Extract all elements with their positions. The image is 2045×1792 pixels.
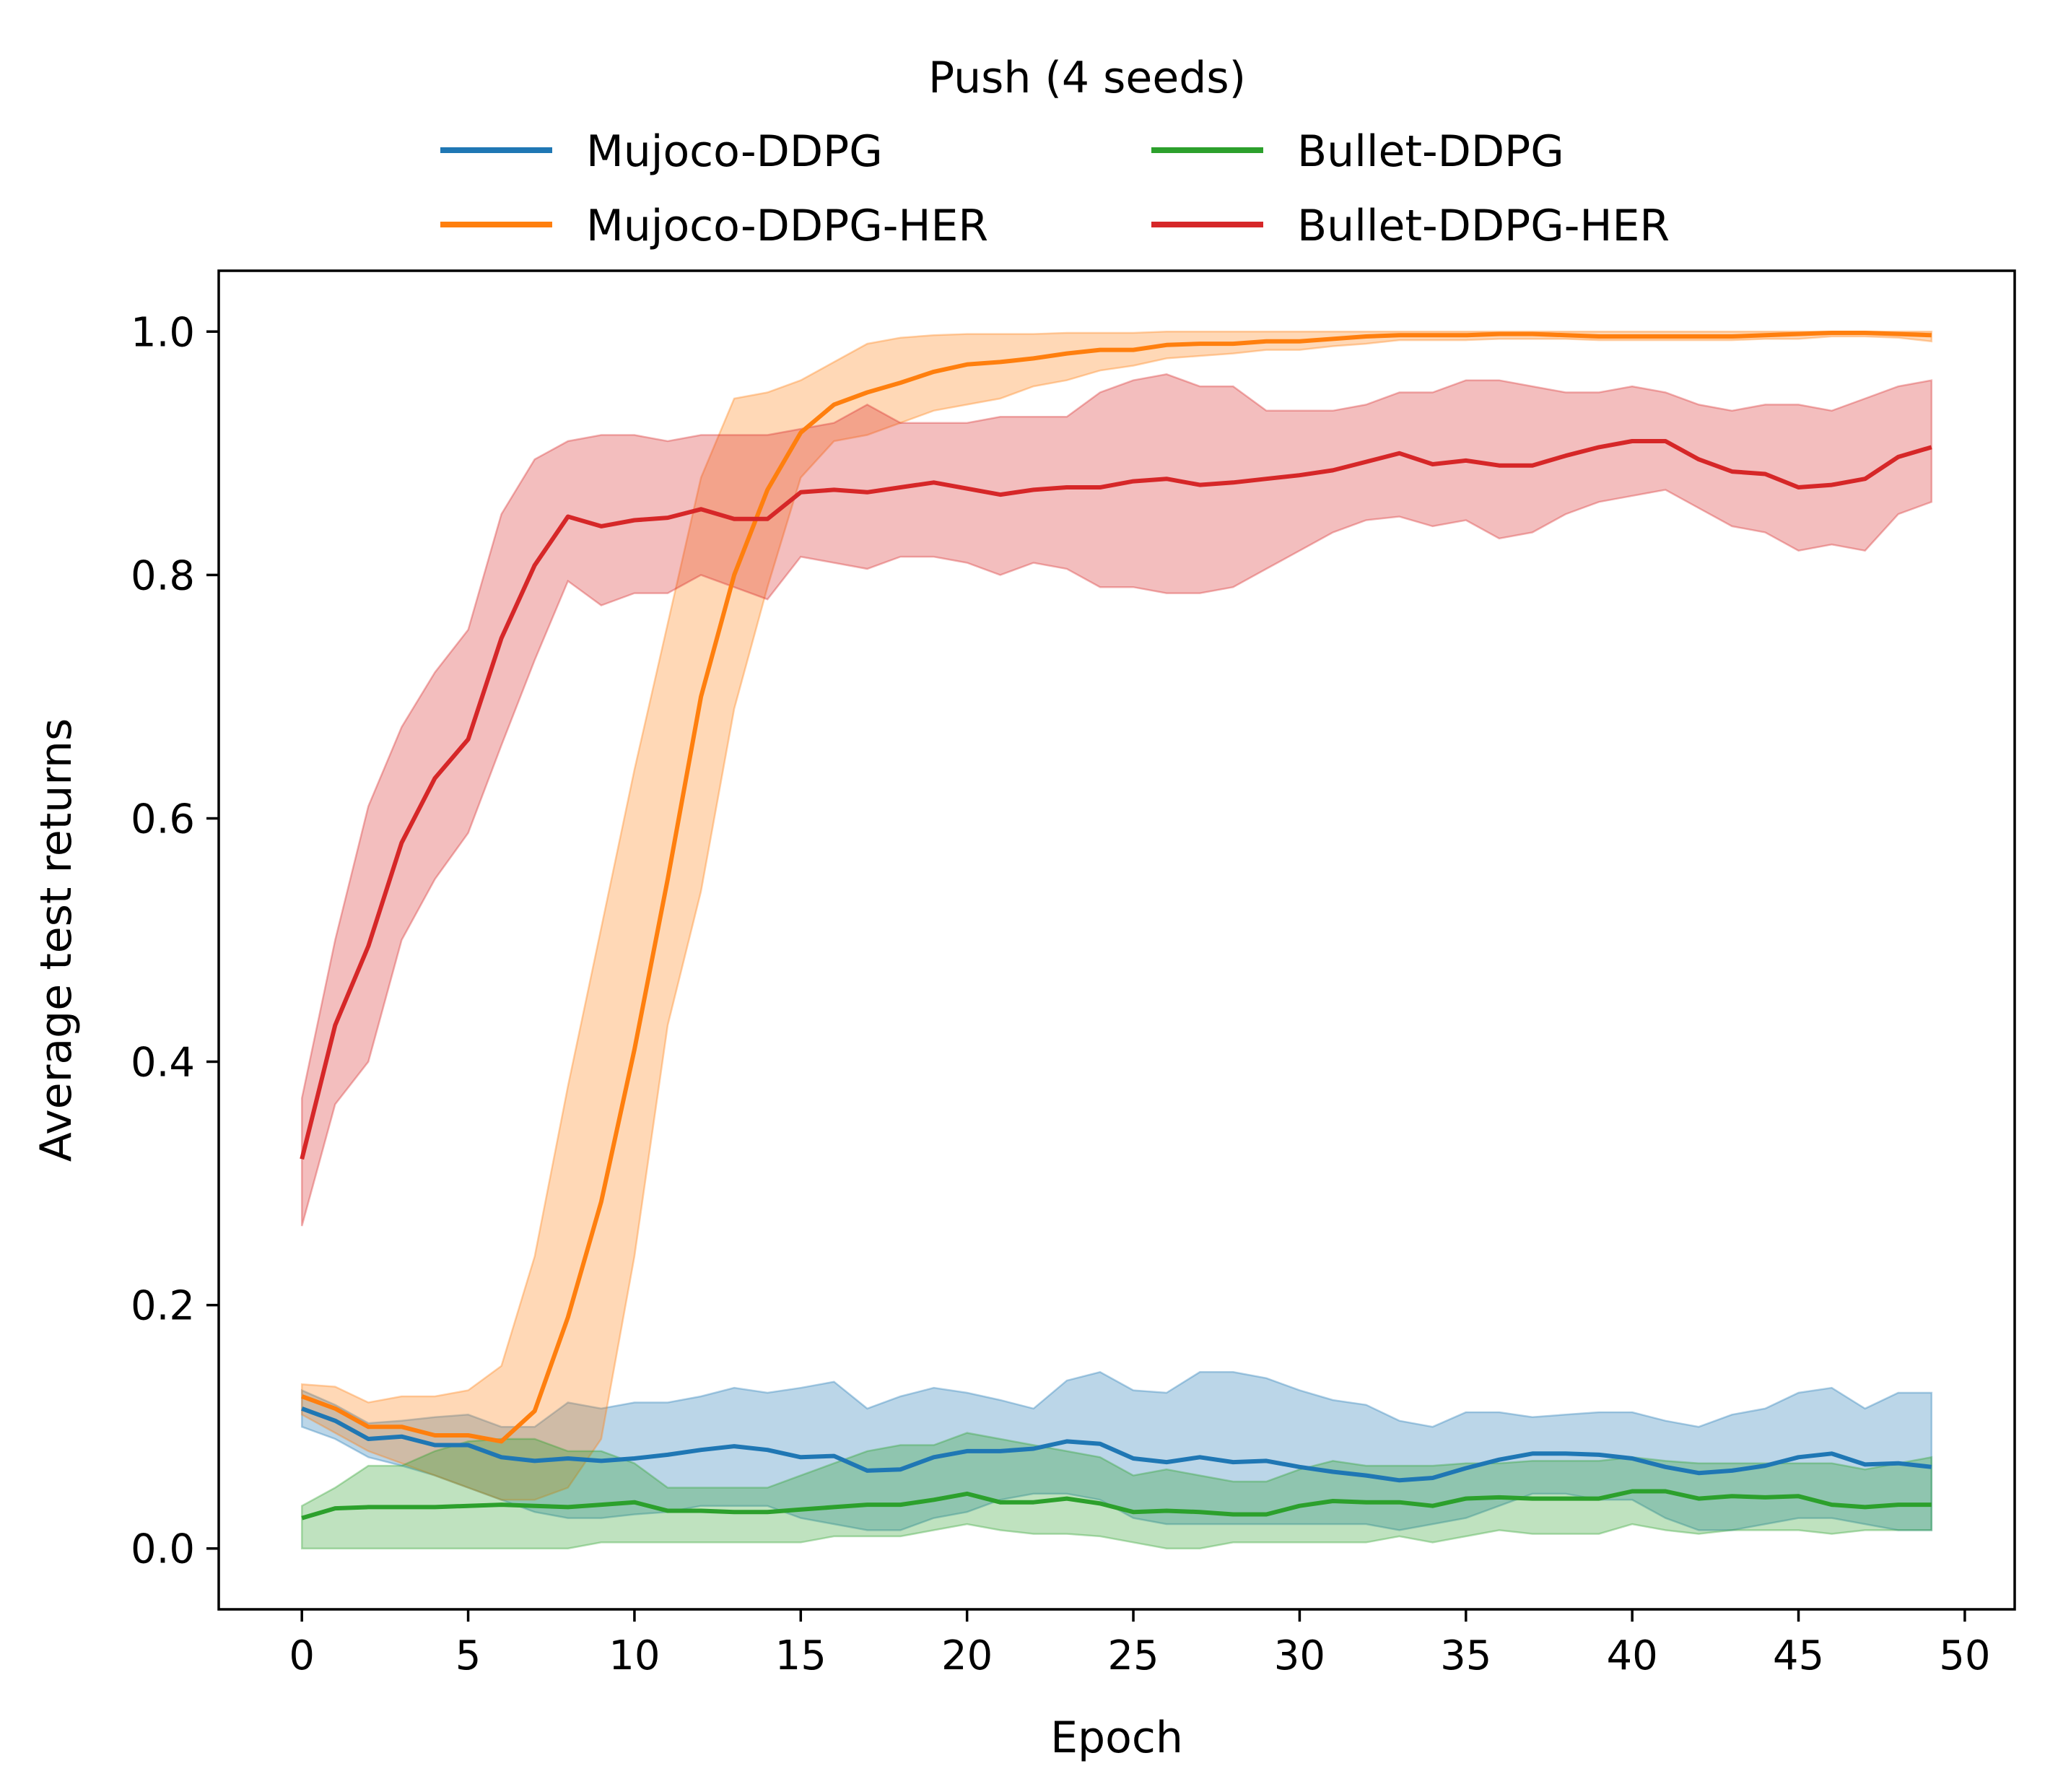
y-tick-label: 0.8 [131,552,195,599]
x-tick-label: 5 [455,1632,481,1679]
x-tick-label: 30 [1274,1632,1325,1679]
x-axis-ticks: 0 5 10 15 20 25 30 35 40 45 50 [289,1609,1991,1679]
confidence-bands [300,331,1933,1549]
series-line-3 [300,439,1932,1160]
legend-label-0: Mujoco-DDPG [586,126,883,177]
band-3 [300,373,1933,1227]
legend-label-1: Mujoco-DDPG-HER [586,201,988,251]
x-tick-label: 25 [1107,1632,1159,1679]
legend-label-2: Bullet-DDPG [1297,126,1564,177]
y-tick-label: 0.6 [131,796,195,843]
x-tick-label: 0 [289,1632,315,1679]
y-tick-label: 0.2 [131,1283,195,1330]
y-tick-label: 0.4 [131,1040,195,1087]
legend: Push (4 seeds) Mujoco-DDPG Mujoco-DDPG-H… [440,53,1670,251]
x-axis-label: Epoch [1050,1713,1183,1763]
series-line-0 [301,1406,1932,1483]
x-tick-label: 40 [1607,1632,1658,1679]
y-tick-label: 1.0 [131,309,195,356]
legend-entry-2: Bullet-DDPG [1151,126,1564,177]
legend-entry-1: Mujoco-DDPG-HER [440,201,988,251]
band-2 [300,1432,1933,1549]
legend-entry-3: Bullet-DDPG-HER [1151,201,1670,251]
x-tick-label: 45 [1773,1632,1824,1679]
y-tick-label: 0.0 [131,1526,195,1573]
series-lines [300,331,1932,1521]
series-line-1 [301,331,1932,1444]
x-tick-label: 35 [1440,1632,1491,1679]
plot-frame [217,269,2016,1611]
x-tick-label: 20 [941,1632,993,1679]
y-axis-label: Average test returns [31,718,82,1162]
legend-entry-0: Mujoco-DDPG [440,126,883,177]
band-1 [300,331,1933,1501]
legend-title: Push (4 seeds) [928,53,1246,103]
legend-label-3: Bullet-DDPG-HER [1297,201,1670,251]
series-line-2 [301,1489,1932,1521]
x-tick-label: 50 [1939,1632,1990,1679]
x-tick-label: 15 [775,1632,827,1679]
y-axis-ticks: 0.0 0.2 0.4 0.6 0.8 1.0 [131,309,219,1573]
x-tick-label: 10 [609,1632,660,1679]
